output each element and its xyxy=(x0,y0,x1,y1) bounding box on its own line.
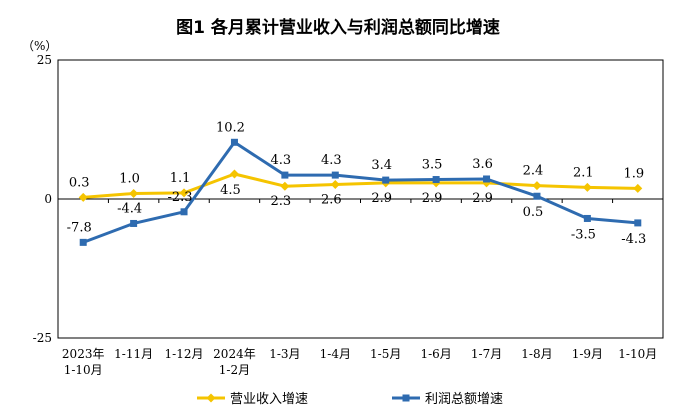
data-point xyxy=(532,181,542,191)
data-label: 2.4 xyxy=(523,164,544,179)
data-label: -7.8 xyxy=(67,220,92,235)
data-label: 2.9 xyxy=(472,191,493,206)
legend-item-1: 营业收入增速 xyxy=(197,392,308,407)
data-label: 0.5 xyxy=(523,205,544,220)
data-point xyxy=(533,192,541,200)
x-tick-label: 1-2月 xyxy=(219,363,250,377)
data-label: 4.3 xyxy=(271,153,292,168)
y-tick-labels: 25 0 -25 xyxy=(33,53,52,345)
data-point xyxy=(582,182,592,192)
data-point xyxy=(634,219,642,227)
data-label: 3.6 xyxy=(472,157,493,172)
legend-marker xyxy=(402,394,410,402)
data-label: 1.9 xyxy=(623,166,644,181)
data-label: 2.1 xyxy=(573,165,594,180)
x-tick-label: 1-5月 xyxy=(370,347,401,361)
data-point xyxy=(79,238,87,246)
series-2: -7.8 -4.4 -2.3 10.2 4.3 4.3 3.4 3.5 3.6 0.5 -3.5 -4… xyxy=(67,120,647,247)
legend-item-2: 利润总额增速 xyxy=(392,392,503,407)
x-tick-labels: 2023年 1-10月 1-11月 1-12月 2024年 1-2月 1-3月 1-4月 1-5… xyxy=(57,199,664,377)
data-point xyxy=(180,208,188,216)
data-point xyxy=(129,188,139,198)
data-label: 3.5 xyxy=(422,158,443,173)
data-label: -2.3 xyxy=(168,190,193,205)
x-tick-label: 1-10月 xyxy=(64,363,103,377)
data-label: 10.2 xyxy=(216,120,245,135)
y-tick-label: 25 xyxy=(37,53,52,67)
legend: 营业收入增速 利润总额增速 xyxy=(197,392,503,407)
data-point xyxy=(432,176,440,184)
data-label: 2.9 xyxy=(422,191,443,206)
data-point xyxy=(281,171,289,179)
chart-title: 图1 各月累计营业收入与利润总额同比增速 xyxy=(176,17,500,38)
x-tick-label: 1-8月 xyxy=(521,347,552,361)
series-1: 0.3 1.0 1.1 4.5 2.3 2.6 2.9 2.9 2.9 2.4 2.1 1.9 xyxy=(69,164,644,210)
series-line xyxy=(83,172,638,199)
x-tick-label: 1-9月 xyxy=(572,347,603,361)
data-label: 1.1 xyxy=(170,171,191,186)
legend-label: 利润总额增速 xyxy=(425,392,503,407)
data-label: 3.4 xyxy=(371,158,392,173)
data-label: 4.3 xyxy=(321,153,342,168)
y-tick-label: 0 xyxy=(44,192,52,206)
x-tick-label: 1-6月 xyxy=(420,347,451,361)
y-axis-unit: （%） xyxy=(22,39,57,53)
data-point xyxy=(280,181,290,191)
data-label: 0.3 xyxy=(69,175,90,190)
data-point xyxy=(583,214,591,222)
x-tick-label: 1-3月 xyxy=(269,347,300,361)
data-label: -4.4 xyxy=(117,201,142,216)
y-tick-label: -25 xyxy=(33,331,52,345)
data-point xyxy=(230,138,238,146)
data-label: 2.3 xyxy=(271,194,292,209)
data-point xyxy=(78,192,88,202)
data-label: -4.3 xyxy=(621,232,646,247)
legend-label: 营业收入增速 xyxy=(230,392,308,407)
data-label: 1.0 xyxy=(119,171,140,186)
data-label: 2.6 xyxy=(321,193,342,208)
x-tick-label: 1-7月 xyxy=(471,347,502,361)
data-point xyxy=(633,183,643,193)
data-label: -3.5 xyxy=(571,227,596,242)
data-point xyxy=(382,176,390,184)
data-point xyxy=(229,169,239,179)
data-point xyxy=(483,175,491,183)
x-tick-label: 2024年 xyxy=(213,347,256,361)
x-tick-label: 1-10月 xyxy=(618,347,657,361)
legend-marker xyxy=(206,393,216,403)
x-tick-label: 2023年 xyxy=(62,347,105,361)
data-point xyxy=(130,219,138,227)
data-point xyxy=(331,171,339,179)
x-tick-label: 1-4月 xyxy=(320,347,351,361)
x-tick-label: 1-12月 xyxy=(165,347,204,361)
data-point xyxy=(179,188,189,198)
x-tick-label: 1-11月 xyxy=(114,347,153,361)
series-layer: 0.3 1.0 1.14.52.3 2.6 2.9 2.9 2.92.4 2.1 1.9-7.8… xyxy=(67,120,647,247)
series-line xyxy=(82,140,638,244)
data-label: 2.9 xyxy=(371,191,392,206)
data-label: 4.5 xyxy=(220,183,241,198)
data-point xyxy=(330,180,340,190)
